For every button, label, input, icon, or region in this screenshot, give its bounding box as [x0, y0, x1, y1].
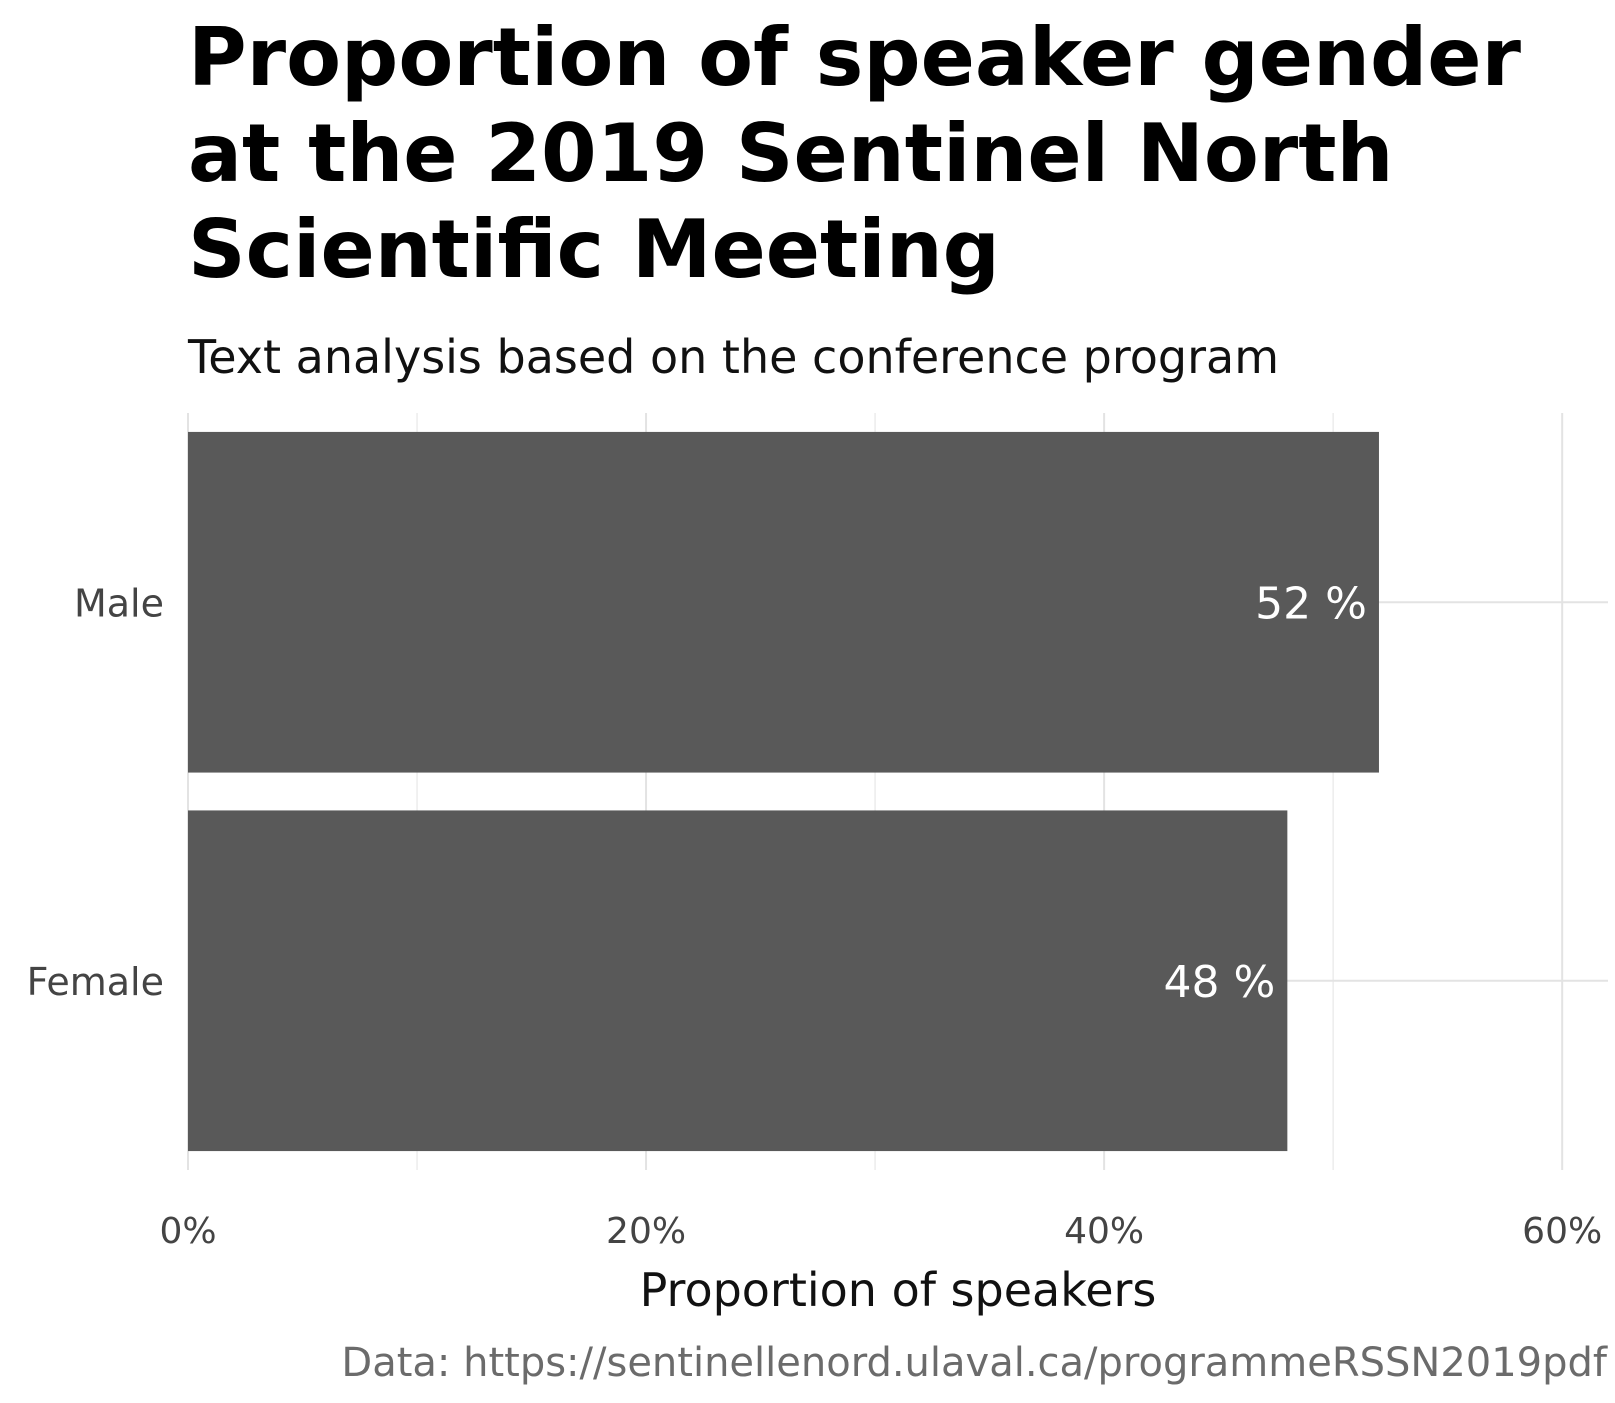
- bar-female: [188, 810, 1288, 1152]
- x-tick-label: 0%: [159, 1211, 216, 1252]
- chart-subtitle: Text analysis based on the conference pr…: [188, 330, 1280, 384]
- x-tick-label: 40%: [1064, 1211, 1144, 1252]
- bar-male: [188, 431, 1379, 773]
- x-axis-title: Proportion of speakers: [640, 1263, 1157, 1317]
- chart-title: Proportion of speaker gender at the 2019…: [188, 11, 1521, 296]
- bar-value-label: 48 %: [1164, 957, 1276, 1008]
- bar-value-label: 52 %: [1255, 578, 1367, 629]
- x-tick-label: 20%: [606, 1211, 686, 1252]
- y-tick-label: Female: [27, 960, 164, 1004]
- y-tick-label: Male: [74, 581, 164, 625]
- chart-caption: Data: https://sentinellenord.ulaval.ca/p…: [341, 1340, 1607, 1386]
- x-tick-label: 60%: [1522, 1211, 1602, 1252]
